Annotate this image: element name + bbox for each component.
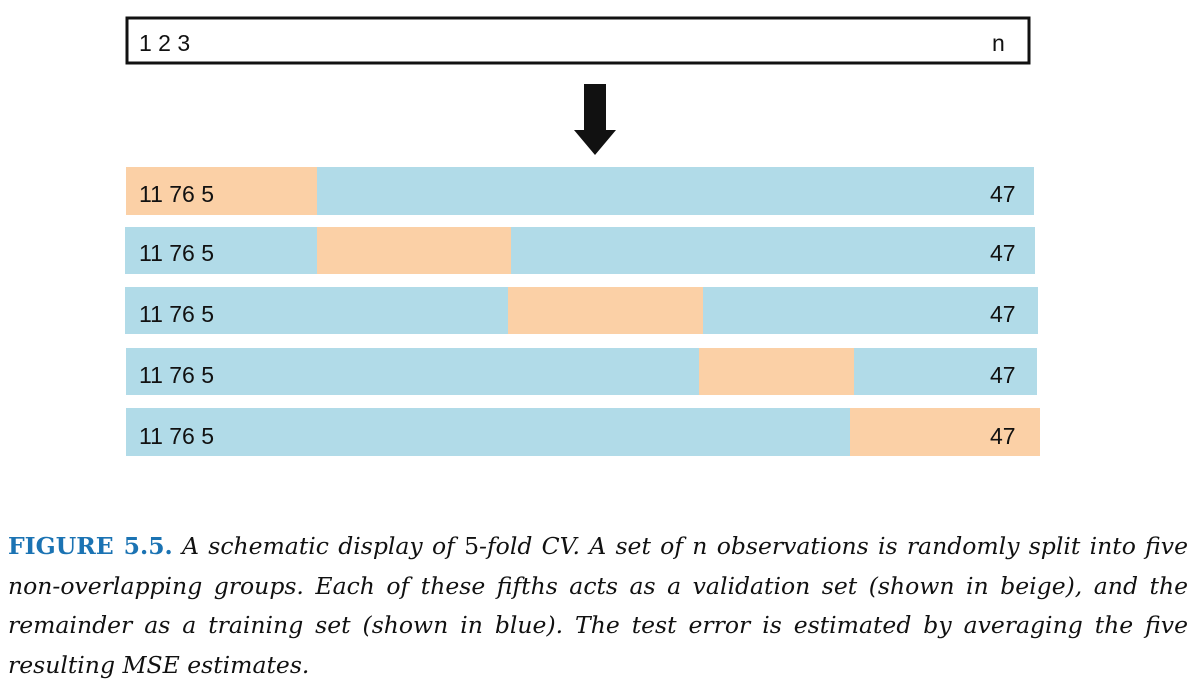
fold-row-5: 11 76 5 47 xyxy=(126,408,1040,456)
fold-row-2-validation-segment xyxy=(317,227,511,274)
figure-label: FIGURE 5.5. xyxy=(8,532,173,560)
fold-row-5-right-label: 47 xyxy=(990,423,1016,449)
fold-row-3-left-label: 11 76 5 xyxy=(139,301,214,327)
caption-text-2: -fold CV. A set of xyxy=(479,532,693,560)
fold-row-1: 11 76 5 47 xyxy=(126,167,1034,215)
fold-row-4-training-segment xyxy=(126,348,1037,395)
cv-diagram: 1 2 3 n 11 76 5 47 11 76 5 47 11 76 5 47… xyxy=(125,16,1040,456)
fold-row-5-validation-segment xyxy=(850,408,1040,456)
fold-row-2-right-label: 47 xyxy=(990,240,1016,266)
all-observations-right-label: n xyxy=(992,30,1005,56)
caption-variable-n: n xyxy=(692,532,708,560)
caption-text-3: observations is randomly split into five… xyxy=(8,532,1188,679)
fold-row-4-validation-segment xyxy=(699,348,854,395)
fold-row-3: 11 76 5 47 xyxy=(125,287,1038,334)
fold-row-4-right-label: 47 xyxy=(990,362,1016,388)
figure-caption: FIGURE 5.5. A schematic display of 5-fol… xyxy=(8,527,1188,685)
fold-row-4: 11 76 5 47 xyxy=(126,348,1037,395)
fold-row-2-training-segment xyxy=(125,227,1035,274)
fold-row-1-left-label: 11 76 5 xyxy=(139,181,214,207)
fold-row-5-left-label: 11 76 5 xyxy=(139,423,214,449)
fold-row-1-right-label: 47 xyxy=(990,181,1016,207)
fold-row-1-validation-segment xyxy=(126,167,317,215)
fold-row-3-validation-segment xyxy=(508,287,703,334)
all-observations-outline xyxy=(125,16,1031,65)
caption-number-five: 5 xyxy=(464,532,480,560)
down-arrow-icon xyxy=(574,84,616,155)
fold-row-3-right-label: 47 xyxy=(990,301,1016,327)
all-observations-bar: 1 2 3 n xyxy=(125,16,1031,65)
caption-text-1: A schematic display of xyxy=(182,532,465,560)
fold-row-2: 11 76 5 47 xyxy=(125,227,1035,274)
fold-row-2-left-label: 11 76 5 xyxy=(139,240,214,266)
fold-row-4-left-label: 11 76 5 xyxy=(139,362,214,388)
all-observations-left-label: 1 2 3 xyxy=(139,30,190,56)
